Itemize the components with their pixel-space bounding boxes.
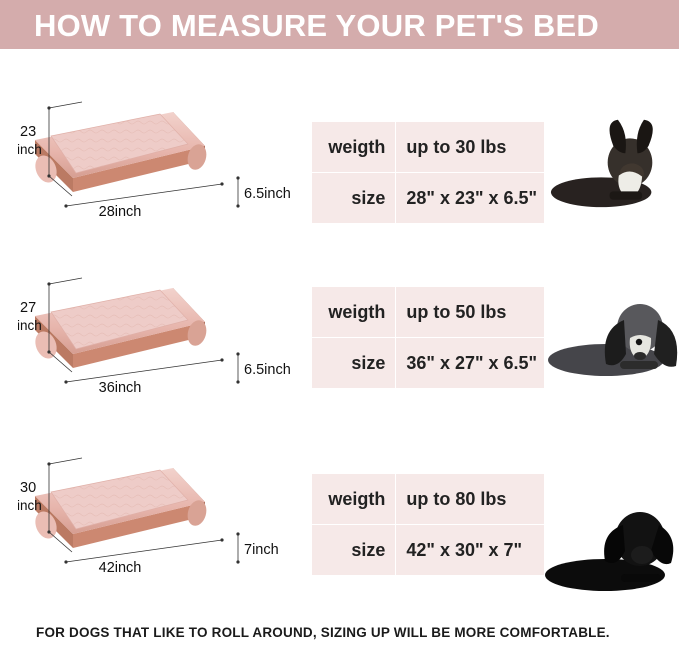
svg-text:28inch: 28inch: [99, 204, 142, 220]
svg-text:27: 27: [20, 300, 36, 316]
svg-text:inch: inch: [18, 318, 42, 333]
svg-text:23: 23: [20, 124, 36, 140]
svg-text:7inch: 7inch: [244, 542, 279, 558]
svg-text:6.5inch: 6.5inch: [244, 186, 291, 202]
svg-text:36inch: 36inch: [99, 380, 142, 396]
svg-text:inch: inch: [18, 498, 42, 513]
svg-text:30: 30: [20, 480, 36, 496]
svg-text:inch: inch: [18, 142, 42, 157]
svg-text:42inch: 42inch: [99, 560, 142, 576]
svg-text:6.5inch: 6.5inch: [244, 362, 291, 378]
